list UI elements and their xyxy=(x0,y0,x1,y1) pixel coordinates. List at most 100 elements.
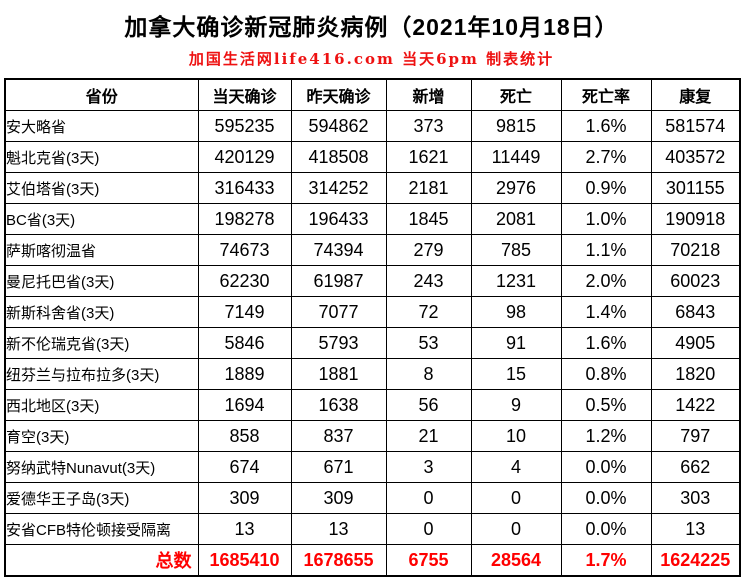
column-header-2: 昨天确诊 xyxy=(290,78,387,111)
value-cell: 0 xyxy=(385,482,472,514)
province-name: 西北地区(3天) xyxy=(4,389,199,421)
column-header-4: 死亡 xyxy=(470,78,562,111)
value-cell: 1678655 xyxy=(290,544,387,577)
value-cell: 5793 xyxy=(290,327,387,359)
value-cell: 858 xyxy=(197,420,292,452)
value-cell: 0 xyxy=(470,482,562,514)
value-cell: 21 xyxy=(385,420,472,452)
value-cell: 279 xyxy=(385,234,472,266)
header-row: 省份 当天确诊 昨天确诊 新增 死亡 死亡率 康复 xyxy=(4,78,741,111)
value-cell: 671 xyxy=(290,451,387,483)
province-name: 安大略省 xyxy=(4,110,199,142)
value-cell: 1.4% xyxy=(560,296,652,328)
value-cell: 5846 xyxy=(197,327,292,359)
province-name: 魁北克省(3天) xyxy=(4,141,199,173)
table-row: 新不伦瑞克省(3天) 5846 5793 53 91 1.6% 4905 xyxy=(4,327,741,359)
value-cell: 314252 xyxy=(290,172,387,204)
value-cell: 0 xyxy=(385,513,472,545)
value-cell: 1685410 xyxy=(197,544,292,577)
value-cell: 61987 xyxy=(290,265,387,297)
value-cell: 10 xyxy=(470,420,562,452)
value-cell: 303 xyxy=(650,482,741,514)
value-cell: 0.0% xyxy=(560,482,652,514)
value-cell: 1881 xyxy=(290,358,387,390)
page-title: 加拿大确诊新冠肺炎病例（2021年10月18日） xyxy=(124,14,619,40)
value-cell: 1.0% xyxy=(560,203,652,235)
column-header-6: 康复 xyxy=(650,78,741,111)
value-cell: 74673 xyxy=(197,234,292,266)
province-name: 艾伯塔省(3天) xyxy=(4,172,199,204)
value-cell: 9815 xyxy=(470,110,562,142)
table-row: 西北地区(3天) 1694 1638 56 9 0.5% 1422 xyxy=(4,389,741,421)
value-cell: 198278 xyxy=(197,203,292,235)
value-cell: 62230 xyxy=(197,265,292,297)
value-cell: 1.7% xyxy=(560,544,652,577)
table-row: 魁北克省(3天) 420129 418508 1621 11449 2.7% 403572 xyxy=(4,141,741,173)
value-cell: 1820 xyxy=(650,358,741,390)
value-cell: 11449 xyxy=(470,141,562,173)
value-cell: 797 xyxy=(650,420,741,452)
province-name: 纽芬兰与拉布拉多(3天) xyxy=(4,358,199,390)
value-cell: 13 xyxy=(290,513,387,545)
province-name: 育空(3天) xyxy=(4,420,199,452)
table-row: 曼尼托巴省(3天) 62230 61987 243 1231 2.0% 60023 xyxy=(4,265,741,297)
value-cell: 316433 xyxy=(197,172,292,204)
value-cell: 28564 xyxy=(470,544,562,577)
value-cell: 309 xyxy=(197,482,292,514)
value-cell: 72 xyxy=(385,296,472,328)
table-row: 萨斯喀彻温省 74673 74394 279 785 1.1% 70218 xyxy=(4,234,741,266)
value-cell: 1845 xyxy=(385,203,472,235)
value-cell: 6755 xyxy=(385,544,472,577)
value-cell: 13 xyxy=(197,513,292,545)
value-cell: 403572 xyxy=(650,141,741,173)
value-cell: 7077 xyxy=(290,296,387,328)
value-cell: 837 xyxy=(290,420,387,452)
table-row: BC省(3天) 198278 196433 1845 2081 1.0% 190918 xyxy=(4,203,741,235)
value-cell: 70218 xyxy=(650,234,741,266)
table-row: 新斯科舍省(3天) 7149 7077 72 98 1.4% 6843 xyxy=(4,296,741,328)
value-cell: 1889 xyxy=(197,358,292,390)
value-cell: 418508 xyxy=(290,141,387,173)
value-cell: 301155 xyxy=(650,172,741,204)
value-cell: 53 xyxy=(385,327,472,359)
value-cell: 373 xyxy=(385,110,472,142)
column-header-0: 省份 xyxy=(4,78,199,111)
covid-stats-table: 省份 当天确诊 昨天确诊 新增 死亡 死亡率 康复 安大略省 595235 594862 373 9… xyxy=(4,78,741,577)
value-cell: 1.1% xyxy=(560,234,652,266)
value-cell: 15 xyxy=(470,358,562,390)
column-header-5: 死亡率 xyxy=(560,78,652,111)
total-row: 总数 1685410 1678655 6755 28564 1.7% 1624225 xyxy=(4,544,741,577)
value-cell: 595235 xyxy=(197,110,292,142)
value-cell: 0.9% xyxy=(560,172,652,204)
value-cell: 196433 xyxy=(290,203,387,235)
table-row: 努纳武特Nunavut(3天) 674 671 3 4 0.0% 662 xyxy=(4,451,741,483)
value-cell: 3 xyxy=(385,451,472,483)
value-cell: 190918 xyxy=(650,203,741,235)
credit-line: 加国生活网life416.com 当天6pm 制表统计 xyxy=(188,50,555,68)
province-name: 爱德华王子岛(3天) xyxy=(4,482,199,514)
value-cell: 2.0% xyxy=(560,265,652,297)
province-name: BC省(3天) xyxy=(4,203,199,235)
value-cell: 56 xyxy=(385,389,472,421)
value-cell: 309 xyxy=(290,482,387,514)
value-cell: 1694 xyxy=(197,389,292,421)
column-header-3: 新增 xyxy=(385,78,472,111)
table-row: 育空(3天) 858 837 21 10 1.2% 797 xyxy=(4,420,741,452)
value-cell: 0.0% xyxy=(560,451,652,483)
value-cell: 6843 xyxy=(650,296,741,328)
value-cell: 2081 xyxy=(470,203,562,235)
value-cell: 74394 xyxy=(290,234,387,266)
value-cell: 1621 xyxy=(385,141,472,173)
value-cell: 7149 xyxy=(197,296,292,328)
table-header: 省份 当天确诊 昨天确诊 新增 死亡 死亡率 康复 xyxy=(4,78,741,111)
value-cell: 0.0% xyxy=(560,513,652,545)
table-row: 艾伯塔省(3天) 316433 314252 2181 2976 0.9% 301155 xyxy=(4,172,741,204)
value-cell: 2181 xyxy=(385,172,472,204)
value-cell: 1.6% xyxy=(560,110,652,142)
total-label: 总数 xyxy=(4,544,199,577)
value-cell: 1231 xyxy=(470,265,562,297)
value-cell: 662 xyxy=(650,451,741,483)
value-cell: 420129 xyxy=(197,141,292,173)
table-row: 安大略省 595235 594862 373 9815 1.6% 581574 xyxy=(4,110,741,142)
